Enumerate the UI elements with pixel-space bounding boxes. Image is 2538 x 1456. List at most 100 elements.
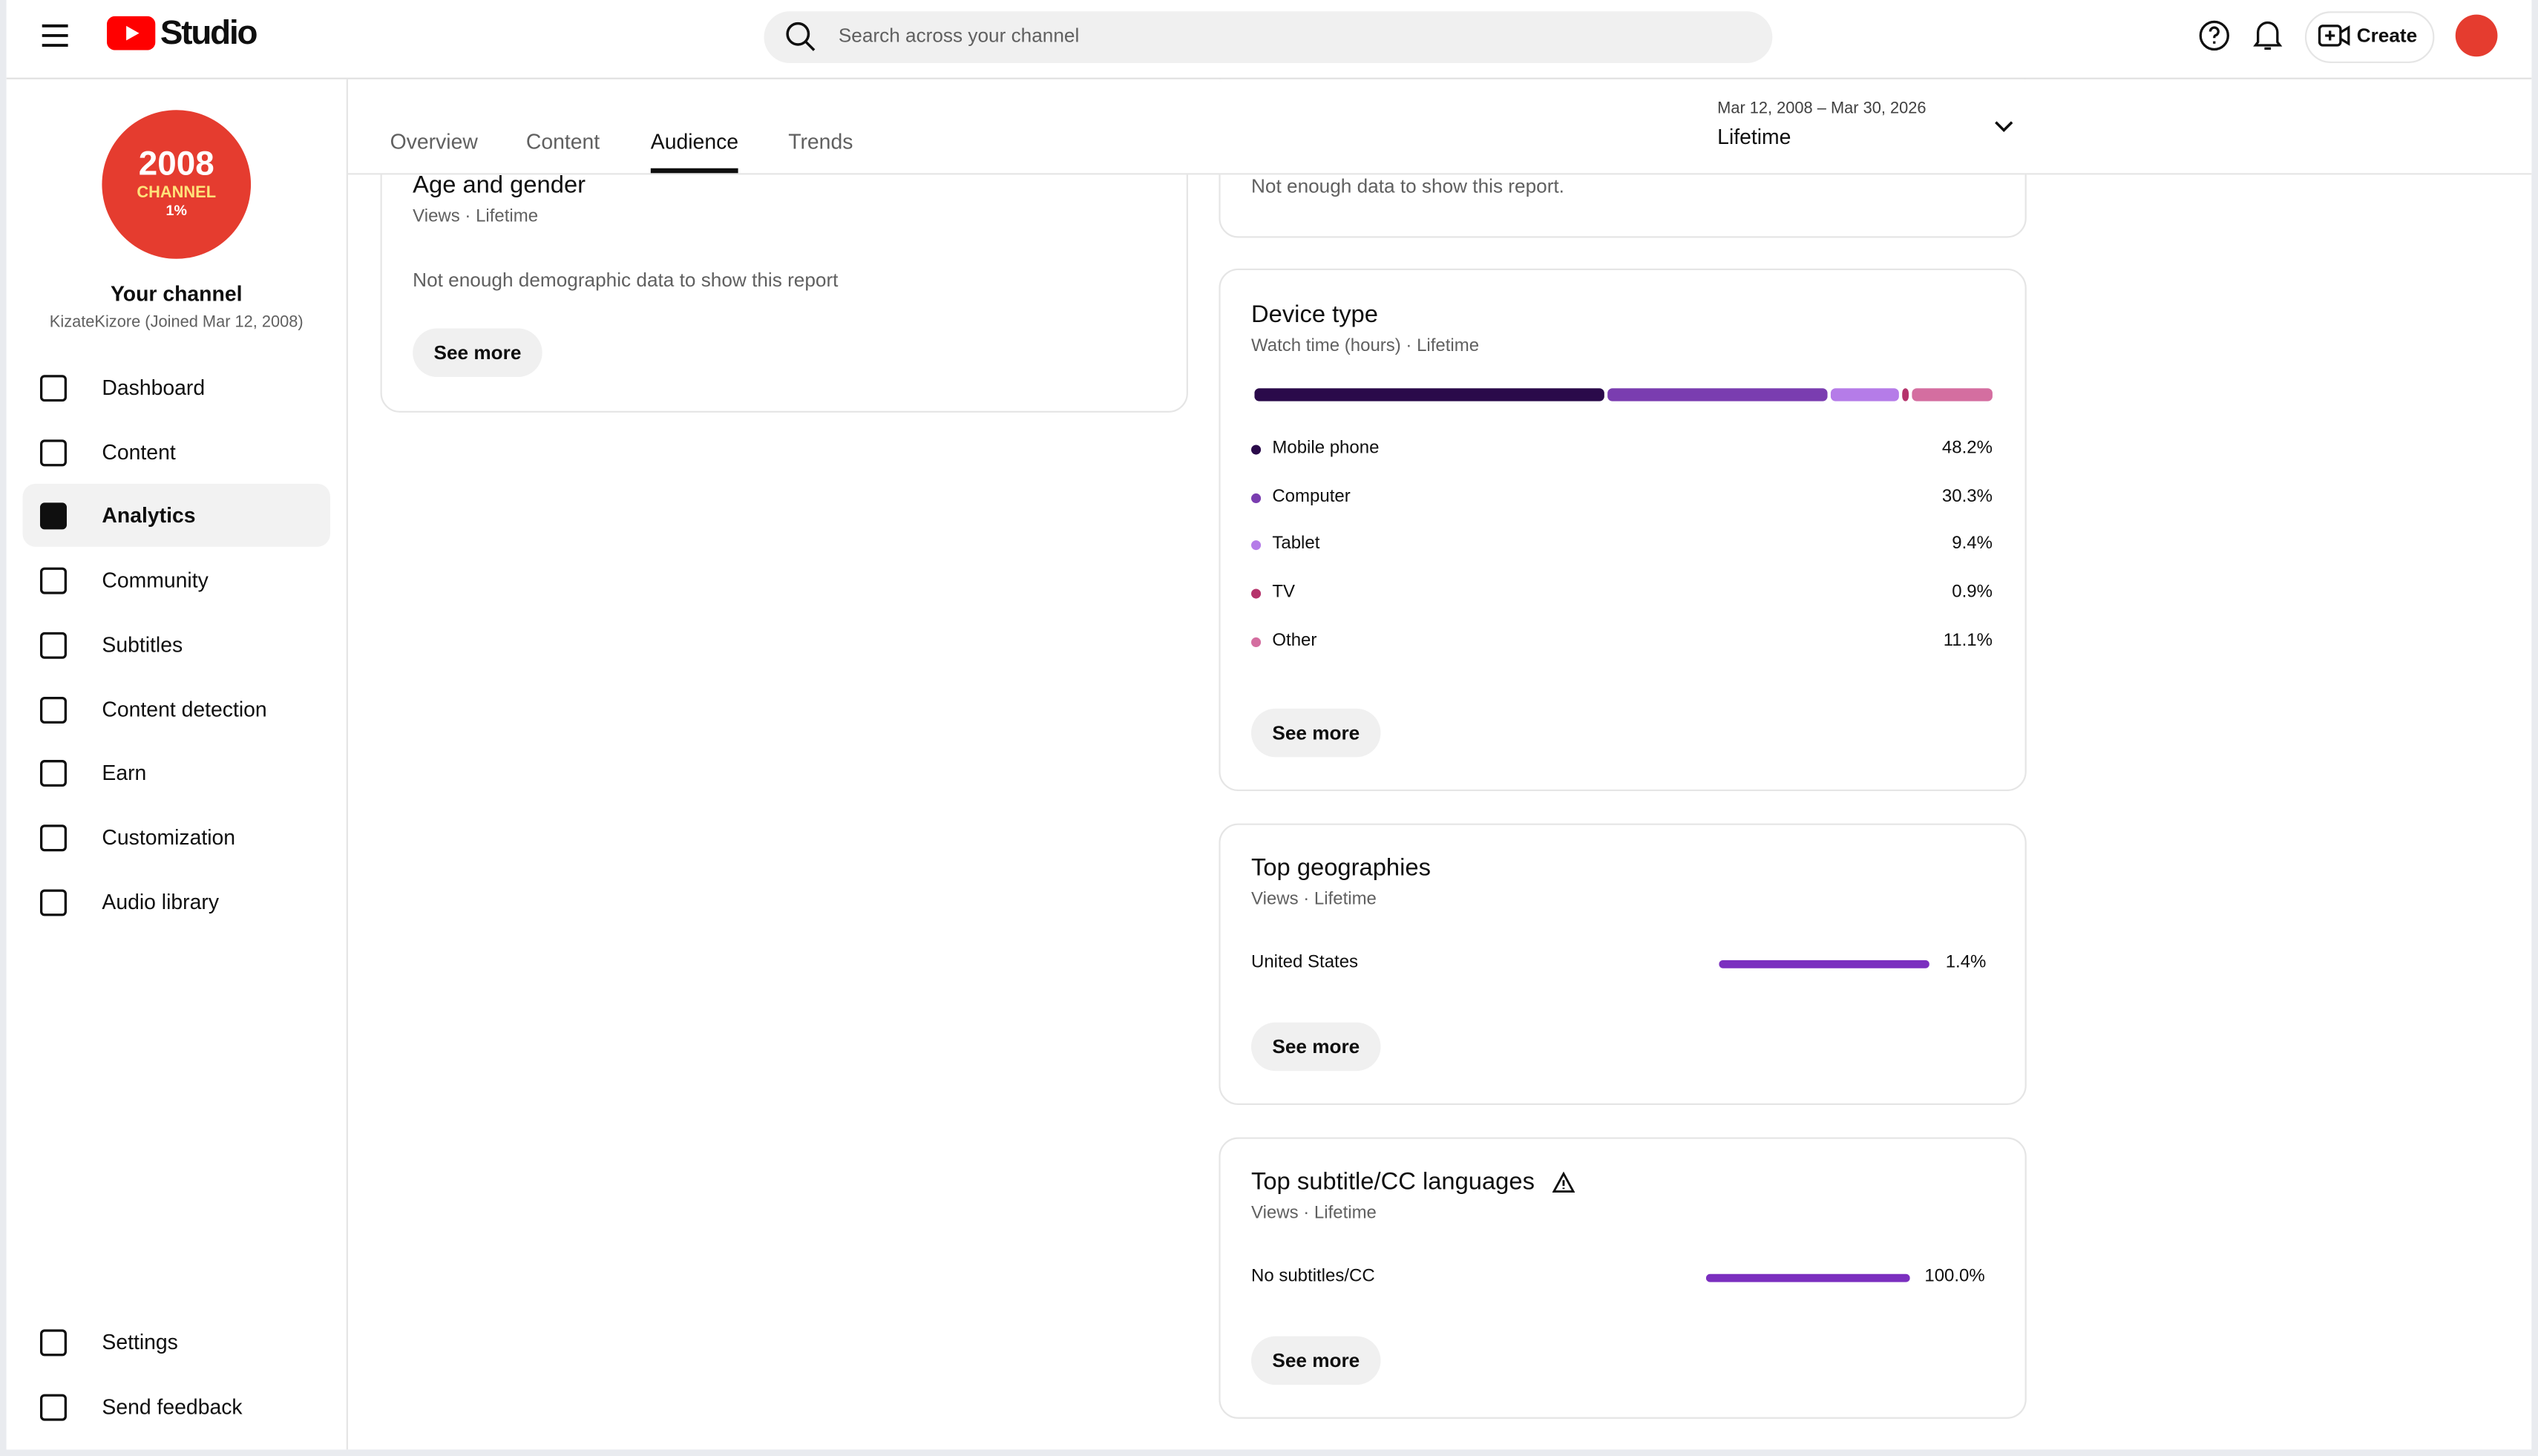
row-bar — [1705, 1273, 1910, 1282]
row-bar-track — [1705, 1273, 1910, 1282]
card-title: Age and gender — [413, 171, 586, 200]
nav-icon[interactable] — [39, 374, 68, 403]
legend-label: Mobile phone — [1272, 438, 1380, 458]
device-segment — [1830, 388, 1899, 401]
nav-item[interactable]: Analytics — [102, 503, 196, 528]
help-icon[interactable] — [2198, 19, 2231, 52]
icon-shape — [39, 375, 67, 402]
see-more-button[interactable]: See more — [1251, 708, 1381, 758]
nav-item[interactable]: Audio library — [102, 889, 220, 914]
dropdown-icon[interactable] — [1993, 115, 2016, 138]
row-label: No subtitles/CC — [1251, 1266, 1375, 1287]
row-value: 1.4% — [1945, 953, 1987, 973]
card-title: Top geographies — [1251, 854, 1431, 882]
create-icon[interactable] — [2318, 23, 2350, 49]
date-range[interactable]: Mar 12, 2008 – Mar 30, 2026 — [1717, 100, 1927, 119]
device-segment — [1912, 388, 1993, 401]
nav-icon[interactable] — [39, 1392, 68, 1421]
see-more-button[interactable]: See more — [413, 328, 542, 377]
create-label[interactable]: Create — [2356, 24, 2418, 47]
nav-item[interactable]: Settings — [102, 1329, 178, 1354]
notifications-icon[interactable] — [2253, 18, 2283, 52]
menu-icon[interactable] — [41, 23, 70, 49]
nav-icon[interactable] — [39, 631, 68, 660]
nav-icon[interactable] — [39, 438, 68, 467]
legend-dot — [1251, 493, 1262, 503]
icon-shape — [39, 888, 67, 916]
nav-item[interactable]: Customization — [102, 824, 236, 850]
row-bar-track — [1719, 960, 1929, 968]
legend-dot — [1251, 588, 1262, 599]
legend-value: 30.3% — [1941, 486, 1993, 506]
see-more-button[interactable]: See more — [1251, 1022, 1381, 1072]
nav-icon[interactable] — [39, 759, 68, 788]
nav-icon[interactable] — [39, 566, 68, 595]
legend-label: Tablet — [1272, 534, 1320, 554]
logo-icon[interactable] — [106, 16, 156, 50]
logo-text[interactable]: Studio — [160, 14, 258, 52]
nav-icon[interactable] — [39, 888, 68, 916]
main: Age and gender Views · Lifetime Not enou… — [6, 0, 2532, 1450]
tab[interactable]: Overview — [390, 129, 478, 154]
avatar-badge: 1% — [165, 202, 187, 219]
nav-item[interactable]: Content — [102, 439, 176, 464]
nav-item[interactable]: Content detection — [102, 696, 267, 721]
warning-icon[interactable] — [1552, 1171, 1575, 1194]
legend-dot — [1251, 445, 1262, 455]
row-label: United States — [1251, 953, 1359, 973]
card-title: Top subtitle/CC languages — [1251, 1167, 1535, 1196]
card-subtitle: Watch time (hours) · Lifetime — [1251, 336, 1480, 356]
device-segment — [1607, 388, 1828, 401]
nav-icon[interactable] — [39, 695, 68, 724]
create-button[interactable] — [2304, 11, 2435, 64]
tab[interactable]: Trends — [788, 129, 853, 154]
device-card — [1219, 268, 2027, 792]
channel-title[interactable]: Your channel — [110, 281, 243, 306]
account-avatar[interactable] — [2455, 14, 2498, 57]
avatar-year: 2008 — [138, 145, 214, 183]
icon-shape — [39, 824, 67, 851]
legend-value: 0.9% — [1952, 583, 1993, 603]
nav-item[interactable]: Community — [102, 568, 209, 593]
search-icon[interactable] — [785, 21, 818, 53]
icon-shape — [39, 503, 67, 531]
tab[interactable]: Audience — [650, 129, 739, 154]
message: Not enough demographic data to show this… — [413, 268, 839, 292]
icon-shape — [39, 1329, 67, 1357]
legend-label: Computer — [1272, 486, 1351, 506]
row-bar — [1719, 960, 1929, 968]
see-more-button[interactable]: See more — [1251, 1336, 1381, 1386]
sidebar — [6, 79, 348, 1450]
device-bar — [1254, 388, 1993, 401]
legend-value: 48.2% — [1941, 438, 1993, 458]
tab[interactable]: Content — [525, 129, 600, 154]
legend-dot — [1251, 637, 1262, 647]
device-segment — [1902, 388, 1909, 401]
card-subtitle: Views · Lifetime — [1251, 890, 1377, 910]
icon-shape — [39, 439, 67, 466]
search-placeholder[interactable]: Search across your channel — [838, 24, 1080, 47]
legend-label: TV — [1272, 583, 1296, 603]
icon-shape — [39, 567, 67, 594]
nav-item[interactable]: Earn — [102, 761, 147, 785]
card-title: Device type — [1251, 301, 1378, 329]
message: Not enough data to show this report. — [1251, 174, 1564, 197]
date-period[interactable]: Lifetime — [1717, 124, 1791, 149]
nav-item[interactable]: Subtitles — [102, 632, 183, 657]
nav-icon[interactable] — [39, 502, 68, 531]
icon-shape — [39, 760, 67, 787]
nav-item[interactable]: Send feedback — [102, 1394, 243, 1419]
search-box[interactable] — [764, 11, 1773, 64]
nav-icon[interactable] — [39, 823, 68, 852]
nav-icon[interactable] — [39, 1328, 68, 1357]
card-subtitle: Views · Lifetime — [1251, 1203, 1377, 1224]
avatar-label: CHANNEL — [137, 184, 217, 203]
nav-item[interactable]: Dashboard — [102, 375, 206, 400]
tab-bar — [346, 79, 2532, 175]
channel-avatar[interactable]: 2008 CHANNEL 1% — [102, 110, 252, 259]
icon-shape — [39, 695, 67, 723]
row-value: 100.0% — [1924, 1266, 1985, 1287]
